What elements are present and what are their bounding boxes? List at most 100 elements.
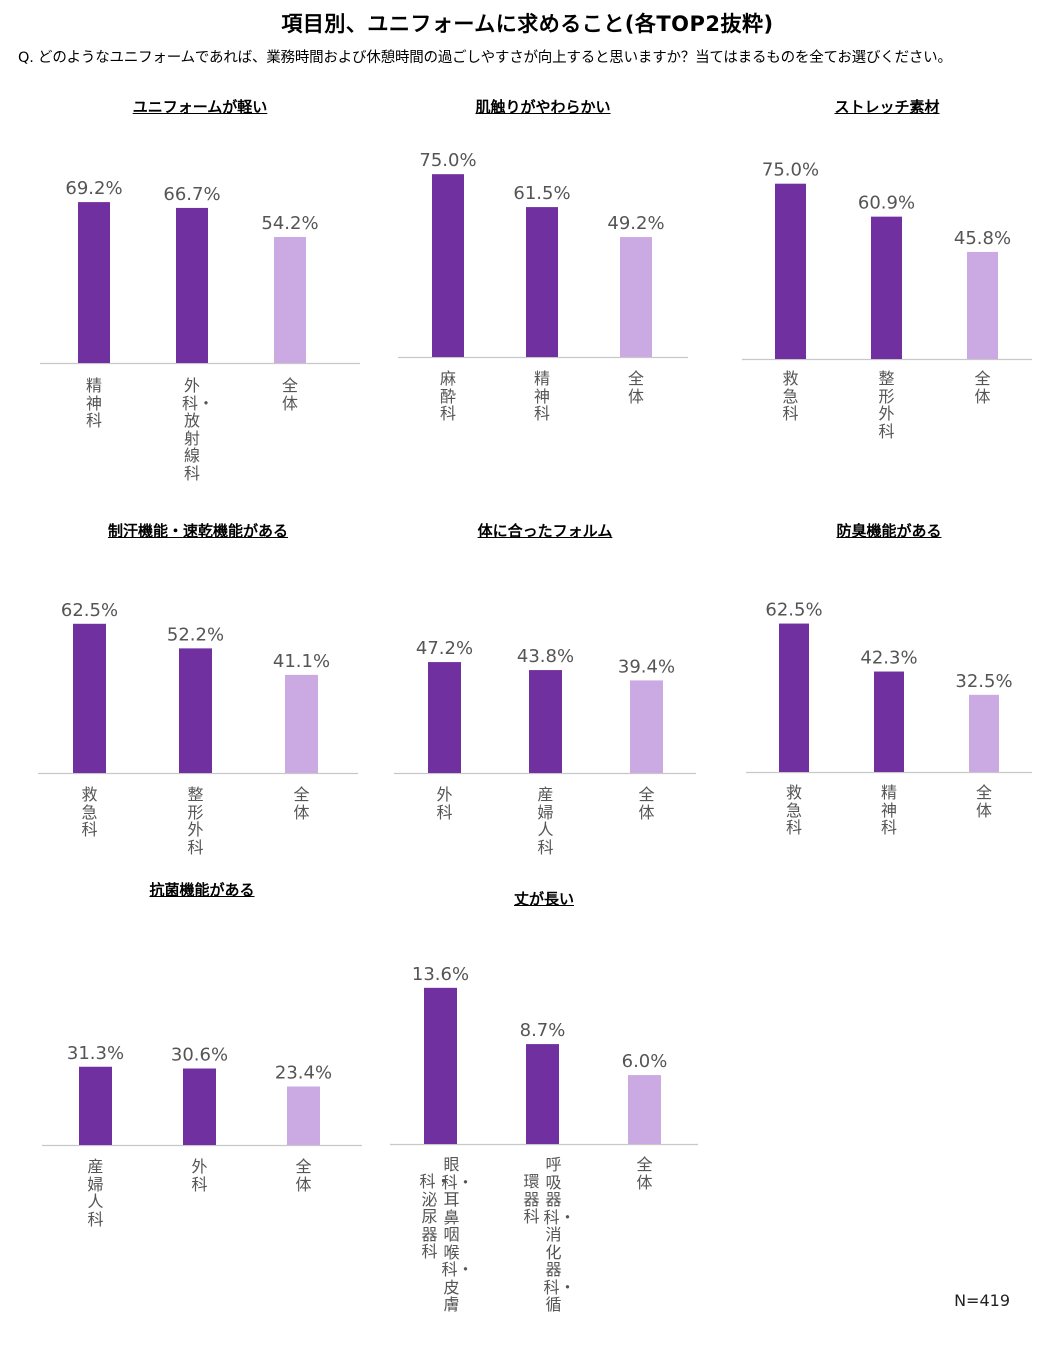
data-label: 47.2% [416, 638, 473, 659]
chart-title: 防臭機能がある [836, 522, 942, 540]
data-label: 60.9% [858, 193, 915, 214]
data-label: 54.2% [261, 213, 318, 234]
bar [871, 216, 902, 359]
category-label: 精神科 [85, 376, 102, 430]
bar [428, 662, 461, 773]
bar [287, 1086, 320, 1145]
data-label: 45.8% [954, 228, 1011, 249]
bar [620, 237, 652, 357]
data-label: 39.4% [618, 656, 675, 677]
page-title: 項目別、ユニフォームに求めること(各TOP2抜粋) [281, 12, 774, 36]
chart-panel: ストレッチ素材 75.0% 60.9% 45.8% 救急科 整形外科 全体 [742, 92, 1032, 492]
data-label: 61.5% [513, 183, 570, 204]
chart-title: ストレッチ素材 [834, 98, 940, 116]
category-label: 全体 [975, 783, 992, 820]
category-label: 精神科 [533, 369, 550, 423]
bar [79, 1066, 112, 1145]
bar [179, 648, 212, 773]
category-label: 麻酔科 [439, 369, 456, 423]
category-label: 全体 [293, 785, 310, 822]
category-label: 救急科 [785, 783, 802, 837]
chart-panel: ユニフォームが軽い 69.2% 66.7% 54.2% 精神科 外科・放射線科 全体 [40, 92, 360, 492]
chart-panel: 抗菌機能がある 31.3% 30.6% 23.4% 産婦人科 外科 全体 [42, 875, 362, 1255]
category-label: 眼科・耳鼻咽喉科・皮膚 [441, 1155, 474, 1314]
category-label: 科・泌尿器科 [419, 1172, 452, 1261]
bar [967, 251, 998, 359]
chart-title: 体に合ったフォルム [477, 522, 613, 540]
bar [779, 623, 809, 772]
bar [969, 694, 999, 772]
chart-title: 抗菌機能がある [149, 881, 255, 899]
bar [424, 987, 457, 1144]
category-label: 精神科 [880, 783, 897, 837]
survey-question: Q. どのようなユニフォームであれば、業務時間および休憩時間の過ごしやすさが向上… [18, 50, 952, 66]
category-label: 全体 [636, 1155, 653, 1192]
chart-title: 制汗機能・速乾機能がある [107, 522, 288, 540]
bar [78, 202, 110, 363]
category-label: 産婦人科 [537, 785, 554, 857]
bar-chart: 62.5% 42.3% 32.5% [746, 600, 1032, 774]
data-label: 31.3% [67, 1043, 124, 1064]
bar-chart: 13.6% 8.7% 6.0% [390, 964, 698, 1146]
chart-panel: 体に合ったフォルム 47.2% 43.8% 39.4% 外科 産婦人科 全体 [394, 518, 696, 878]
sample-size-note: N=419 [954, 1291, 1010, 1310]
data-label: 30.6% [171, 1045, 228, 1066]
bar [274, 236, 306, 363]
category-label: 全体 [281, 376, 298, 413]
data-label: 8.7% [520, 1020, 566, 1041]
category-label: 救急科 [81, 785, 98, 839]
data-label: 66.7% [163, 184, 220, 205]
category-label: 全体 [638, 785, 655, 822]
data-label: 41.1% [273, 651, 330, 672]
data-label: 69.2% [65, 178, 122, 199]
bar [630, 680, 663, 773]
category-label: 外科・放射線科 [182, 376, 215, 483]
bar [526, 207, 558, 357]
category-label: 全体 [974, 369, 991, 406]
category-label: 救急科 [782, 369, 799, 423]
chart-panel: 肌触りがやわらかい 75.0% 61.5% 49.2% 麻酔科 精神科 全体 [398, 92, 688, 492]
bar [176, 207, 208, 363]
bar-chart: 75.0% 60.9% 45.8% [742, 160, 1032, 361]
data-label: 32.5% [955, 671, 1012, 692]
data-label: 62.5% [61, 600, 118, 621]
bar [73, 623, 106, 773]
data-label: 13.6% [412, 964, 469, 985]
data-label: 62.5% [765, 600, 822, 621]
data-label: 6.0% [622, 1051, 668, 1072]
data-label: 75.0% [762, 160, 819, 181]
chart-panel: 防臭機能がある 62.5% 42.3% 32.5% 救急科 精神科 全体 [746, 518, 1032, 878]
chart-title: 丈が長い [513, 890, 574, 908]
bar-chart: 69.2% 66.7% 54.2% [40, 178, 360, 365]
bar-chart: 62.5% 52.2% 41.1% [38, 600, 358, 775]
bar [628, 1075, 661, 1144]
bar [432, 174, 464, 357]
bar [874, 671, 904, 772]
category-label: 外科 [191, 1157, 208, 1194]
bar-chart: 47.2% 43.8% 39.4% [394, 638, 696, 775]
bar [183, 1068, 216, 1145]
chart-panel: 丈が長い 13.6% 8.7% 6.0% 眼科・耳鼻咽喉科・皮膚 科・泌尿器科 呼吸器科・消… [390, 884, 698, 1344]
bar [285, 674, 318, 773]
data-label: 43.8% [517, 646, 574, 667]
data-label: 23.4% [275, 1063, 332, 1084]
chart-panel: 制汗機能・速乾機能がある 62.5% 52.2% 41.1% 救急科 整形外科 全体 [38, 518, 358, 878]
category-label: 外科 [436, 785, 453, 822]
bar-chart: 31.3% 30.6% 23.4% [42, 1043, 362, 1147]
bar [775, 183, 806, 359]
chart-title: ユニフォームが軽い [132, 98, 268, 116]
data-label: 49.2% [607, 213, 664, 234]
category-label: 全体 [627, 369, 644, 406]
bar-chart: 75.0% 61.5% 49.2% [398, 150, 688, 359]
category-label: 整形外科 [878, 369, 895, 441]
data-label: 52.2% [167, 624, 224, 645]
category-label: 呼吸器科・消化器科・循 [543, 1155, 576, 1314]
category-label: 産婦人科 [87, 1157, 104, 1229]
category-label: 整形外科 [187, 785, 204, 857]
category-label: 全体 [295, 1157, 312, 1194]
bar [529, 670, 562, 773]
data-label: 75.0% [419, 150, 476, 171]
category-label: 環器科 [523, 1172, 540, 1226]
data-label: 42.3% [860, 648, 917, 669]
chart-title: 肌触りがやわらかい [475, 98, 611, 116]
